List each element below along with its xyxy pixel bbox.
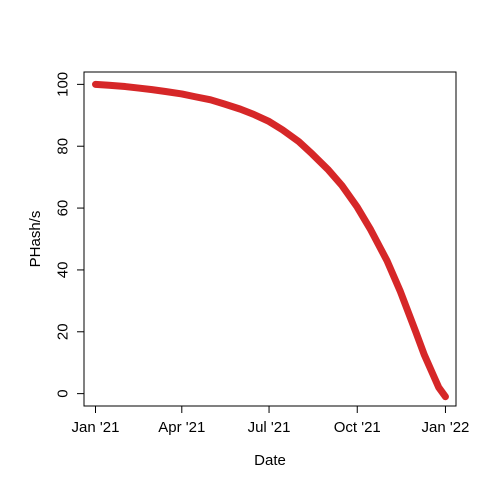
y-tick-label: 100	[55, 72, 72, 97]
y-tick-label: 60	[55, 200, 72, 217]
y-tick-label: 40	[55, 262, 72, 279]
y-tick-label: 80	[55, 138, 72, 155]
x-tick-label: Jan '22	[422, 419, 470, 436]
y-axis-label: PHash/s	[27, 211, 44, 268]
x-tick-label: Apr '21	[158, 419, 205, 436]
y-tick-label: 20	[55, 323, 72, 340]
x-axis-label: Date	[254, 452, 286, 469]
y-axis: 0 20 40 60 80 100	[55, 72, 85, 398]
x-tick-label: Oct '21	[334, 419, 381, 436]
y-tick-label: 0	[55, 389, 72, 397]
series-line	[96, 84, 446, 396]
series-layer	[96, 84, 446, 396]
x-tick-label: Jan '21	[72, 419, 120, 436]
x-axis: Jan '21 Apr '21 Jul '21 Oct '21 Jan '22	[72, 406, 470, 436]
x-tick-label: Jul '21	[248, 419, 291, 436]
